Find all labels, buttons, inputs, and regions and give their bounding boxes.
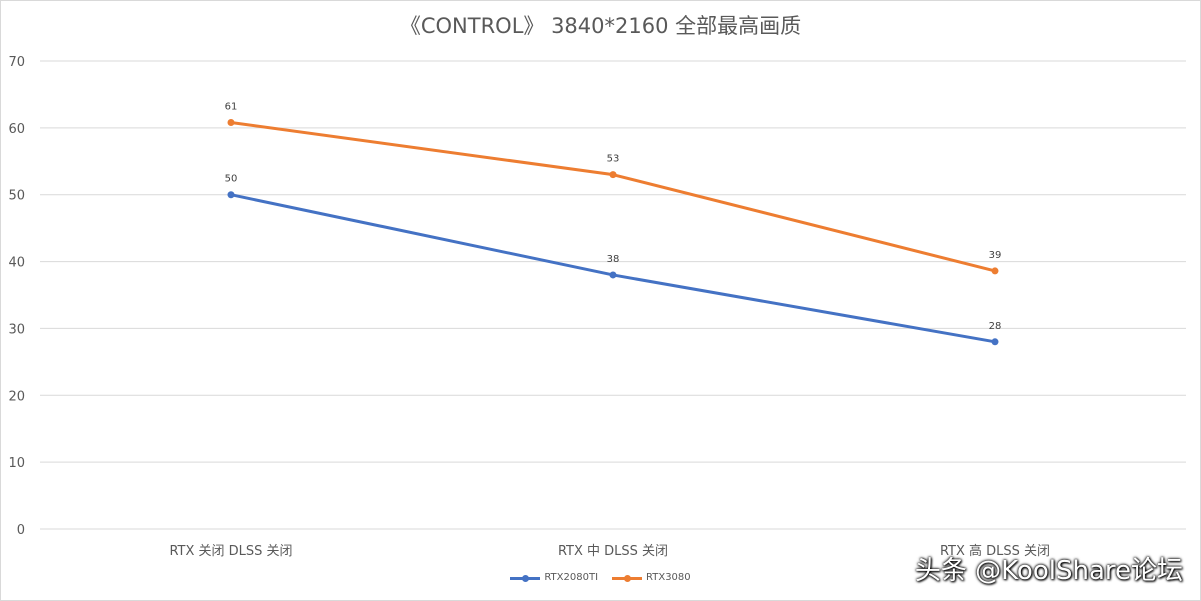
- y-tick-label-30: 30: [8, 322, 25, 337]
- data-label-series-1-2: 38: [607, 254, 620, 265]
- y-tick-label-0: 0: [17, 523, 25, 538]
- data-point-series-2-2: [609, 171, 617, 179]
- legend: RTX2080TI RTX3080: [0, 572, 1201, 583]
- watermark: 头条 @KoolShare论坛: [914, 556, 1183, 586]
- x-category-label-2: RTX 中 DLSS 关闭: [558, 544, 668, 559]
- data-label-series-2-3: 39: [989, 250, 1002, 261]
- legend-label-series-2: RTX3080: [646, 572, 691, 583]
- legend-item-series-2: RTX3080: [612, 572, 691, 583]
- y-tick-label-60: 60: [8, 122, 25, 137]
- legend-label-series-1: RTX2080TI: [544, 572, 599, 583]
- data-point-series-2-1: [227, 119, 235, 127]
- data-point-series-2-3: [991, 267, 999, 275]
- legend-swatch-series-1: [510, 573, 541, 583]
- y-tick-label-40: 40: [8, 256, 25, 271]
- x-category-label-3: RTX 高 DLSS 关闭: [940, 543, 1050, 559]
- y-tick-label-50: 50: [8, 189, 25, 204]
- chart-title: 《CONTROL》 3840*2160 全部最高画质: [399, 14, 802, 38]
- data-label-series-1-3: 28: [989, 321, 1002, 332]
- y-tick-label-20: 20: [8, 389, 25, 404]
- series-line-2: [230, 121, 996, 273]
- x-category-label-1: RTX 关闭 DLSS 关闭: [169, 544, 292, 559]
- series-line-1: [230, 193, 996, 344]
- data-label-series-2-1: 61: [225, 102, 238, 113]
- data-point-series-1-3: [991, 338, 999, 346]
- data-label-series-1-1: 50: [225, 174, 238, 185]
- data-point-series-1-1: [227, 191, 235, 199]
- data-label-series-2-2: 53: [607, 154, 620, 165]
- data-point-series-1-2: [609, 271, 617, 279]
- y-tick-label-70: 70: [8, 55, 25, 70]
- legend-swatch-series-2: [612, 573, 643, 583]
- legend-item-series-1: RTX2080TI: [510, 572, 598, 583]
- y-tick-label-10: 10: [8, 456, 25, 471]
